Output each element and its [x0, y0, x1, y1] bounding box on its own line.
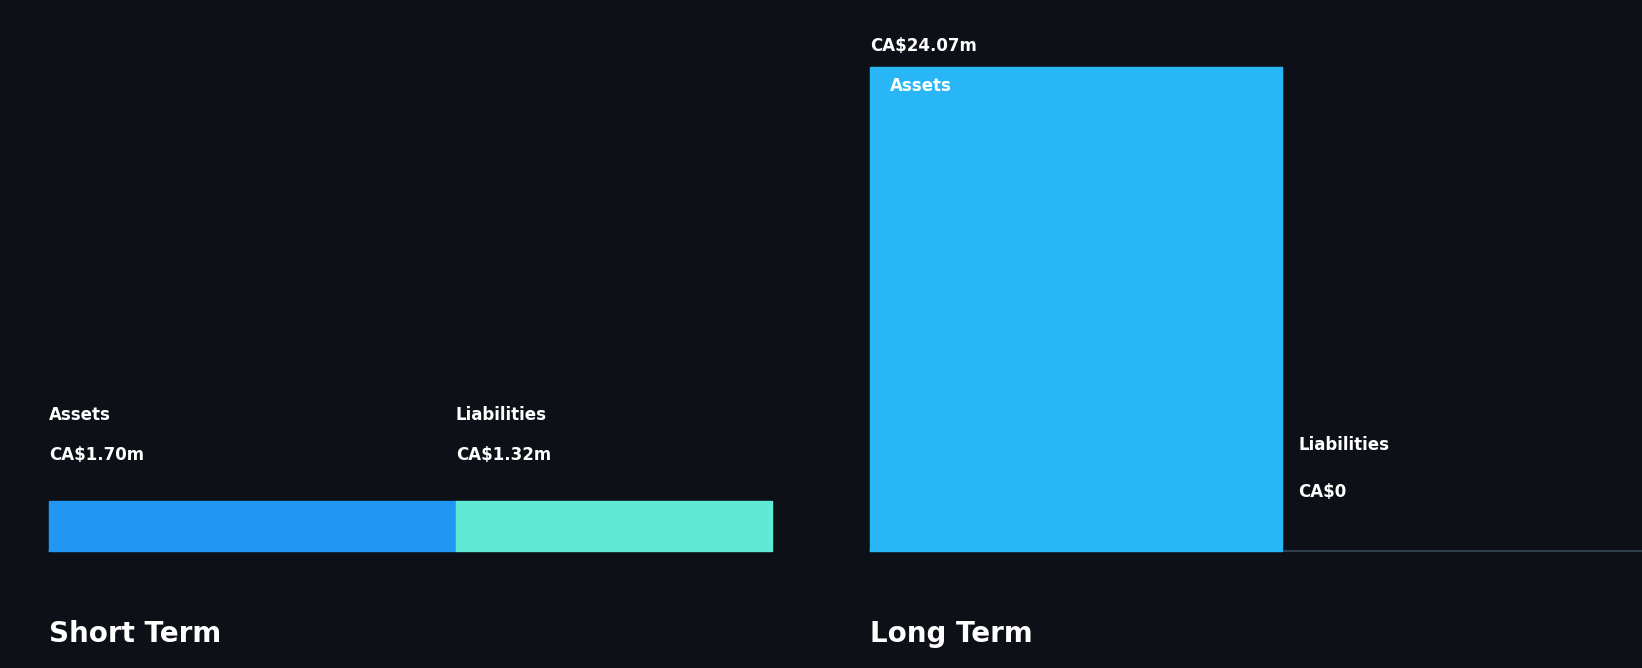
Bar [456, 501, 772, 551]
Text: CA$24.07m: CA$24.07m [870, 37, 977, 55]
Text: Liabilities: Liabilities [456, 406, 547, 424]
Text: CA$1.70m: CA$1.70m [49, 446, 144, 464]
Text: CA$1.32m: CA$1.32m [456, 446, 552, 464]
Text: Assets: Assets [890, 77, 952, 95]
Text: Liabilities: Liabilities [1299, 436, 1389, 454]
Text: Short Term: Short Term [49, 620, 222, 648]
Bar [870, 67, 1282, 551]
Text: CA$0: CA$0 [1299, 483, 1346, 501]
Text: Assets: Assets [49, 406, 112, 424]
Bar [49, 501, 456, 551]
Text: Long Term: Long Term [870, 620, 1033, 648]
